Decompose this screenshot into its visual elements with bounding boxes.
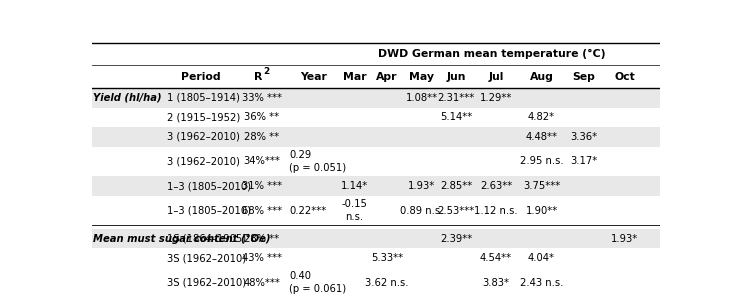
Text: 36% **: 36% **: [245, 112, 279, 122]
Text: 3.36*: 3.36*: [570, 132, 597, 142]
Text: 1.90**: 1.90**: [526, 206, 558, 216]
FancyBboxPatch shape: [92, 108, 660, 127]
FancyBboxPatch shape: [92, 88, 660, 108]
Text: 3 (1962–2010): 3 (1962–2010): [167, 157, 240, 166]
Text: DWD German mean temperature (°C): DWD German mean temperature (°C): [378, 49, 606, 59]
Text: 48%***: 48%***: [243, 278, 281, 287]
Text: 2 (1915–1952): 2 (1915–1952): [167, 112, 240, 122]
Text: 4.04*: 4.04*: [528, 253, 555, 263]
Text: 1.08**: 1.08**: [405, 93, 438, 103]
Text: 2.95 n.s.: 2.95 n.s.: [520, 157, 564, 166]
Text: 1–3 (1805–2010): 1–3 (1805–2010): [167, 181, 251, 191]
Text: 2.39**: 2.39**: [441, 234, 473, 244]
Text: 2: 2: [263, 67, 269, 76]
Text: Year: Year: [300, 72, 327, 82]
Text: 4.82*: 4.82*: [528, 112, 555, 122]
Text: R: R: [254, 72, 263, 82]
FancyBboxPatch shape: [92, 229, 660, 248]
Text: Mean must sugar content (°Oe): Mean must sugar content (°Oe): [93, 233, 270, 244]
Text: 1.93*: 1.93*: [408, 181, 435, 191]
Text: Jun: Jun: [446, 72, 466, 82]
Text: 3.75***: 3.75***: [523, 181, 560, 191]
Text: May: May: [409, 72, 434, 82]
Text: 4.54**: 4.54**: [480, 253, 512, 263]
Text: Yield (hl/ha): Yield (hl/ha): [93, 93, 162, 103]
Text: 1.12 n.s.: 1.12 n.s.: [474, 206, 518, 216]
Text: 3S (1962–2010): 3S (1962–2010): [167, 278, 246, 287]
Text: 2.43 n.s.: 2.43 n.s.: [520, 278, 563, 287]
Text: -0.15
n.s.: -0.15 n.s.: [342, 199, 367, 222]
Text: 43% ***: 43% ***: [242, 253, 282, 263]
Text: 2.53***: 2.53***: [438, 206, 475, 216]
Text: 34%***: 34%***: [243, 157, 281, 166]
Text: 3.17*: 3.17*: [570, 157, 598, 166]
Text: 3.83*: 3.83*: [482, 278, 509, 287]
Text: Sep: Sep: [572, 72, 596, 82]
Text: 2.85**: 2.85**: [441, 181, 473, 191]
Text: 3S (1962–2010): 3S (1962–2010): [167, 253, 246, 263]
FancyBboxPatch shape: [92, 146, 660, 176]
Text: Apr: Apr: [376, 72, 398, 82]
Text: Period: Period: [181, 72, 221, 82]
Text: 3.62 n.s.: 3.62 n.s.: [365, 278, 409, 287]
Text: 0.22***: 0.22***: [290, 206, 327, 216]
Text: 33% ***: 33% ***: [242, 93, 282, 103]
Text: 28% **: 28% **: [245, 132, 279, 142]
FancyBboxPatch shape: [92, 248, 660, 268]
Text: 4.48**: 4.48**: [526, 132, 558, 142]
Text: Jul: Jul: [488, 72, 504, 82]
Text: 3 (1962–2010): 3 (1962–2010): [167, 132, 240, 142]
Text: 1.93*: 1.93*: [611, 234, 638, 244]
Text: 5.33**: 5.33**: [371, 253, 403, 263]
FancyBboxPatch shape: [92, 127, 660, 146]
Text: Aug: Aug: [530, 72, 553, 82]
Text: 2.63**: 2.63**: [480, 181, 512, 191]
FancyBboxPatch shape: [92, 176, 660, 196]
FancyBboxPatch shape: [92, 196, 660, 225]
Text: 1S (1864–1905): 1S (1864–1905): [167, 234, 246, 244]
Text: 0.89 n.s.: 0.89 n.s.: [400, 206, 443, 216]
Text: 1–3 (1805–2010): 1–3 (1805–2010): [167, 206, 251, 216]
Text: 0.29
(p = 0.051): 0.29 (p = 0.051): [290, 150, 347, 173]
Text: Mar: Mar: [342, 72, 366, 82]
Text: 5.14**: 5.14**: [441, 112, 473, 122]
Text: 31% ***: 31% ***: [242, 181, 282, 191]
FancyBboxPatch shape: [92, 268, 660, 297]
Text: 1.29**: 1.29**: [480, 93, 512, 103]
Text: 1 (1805–1914): 1 (1805–1914): [167, 93, 240, 103]
Text: 0.40
(p = 0.061): 0.40 (p = 0.061): [290, 271, 347, 294]
Text: 1.14*: 1.14*: [341, 181, 368, 191]
Text: Oct: Oct: [614, 72, 635, 82]
Text: 28% **: 28% **: [245, 234, 279, 244]
Text: 2.31***: 2.31***: [438, 93, 475, 103]
Text: 68% ***: 68% ***: [242, 206, 282, 216]
